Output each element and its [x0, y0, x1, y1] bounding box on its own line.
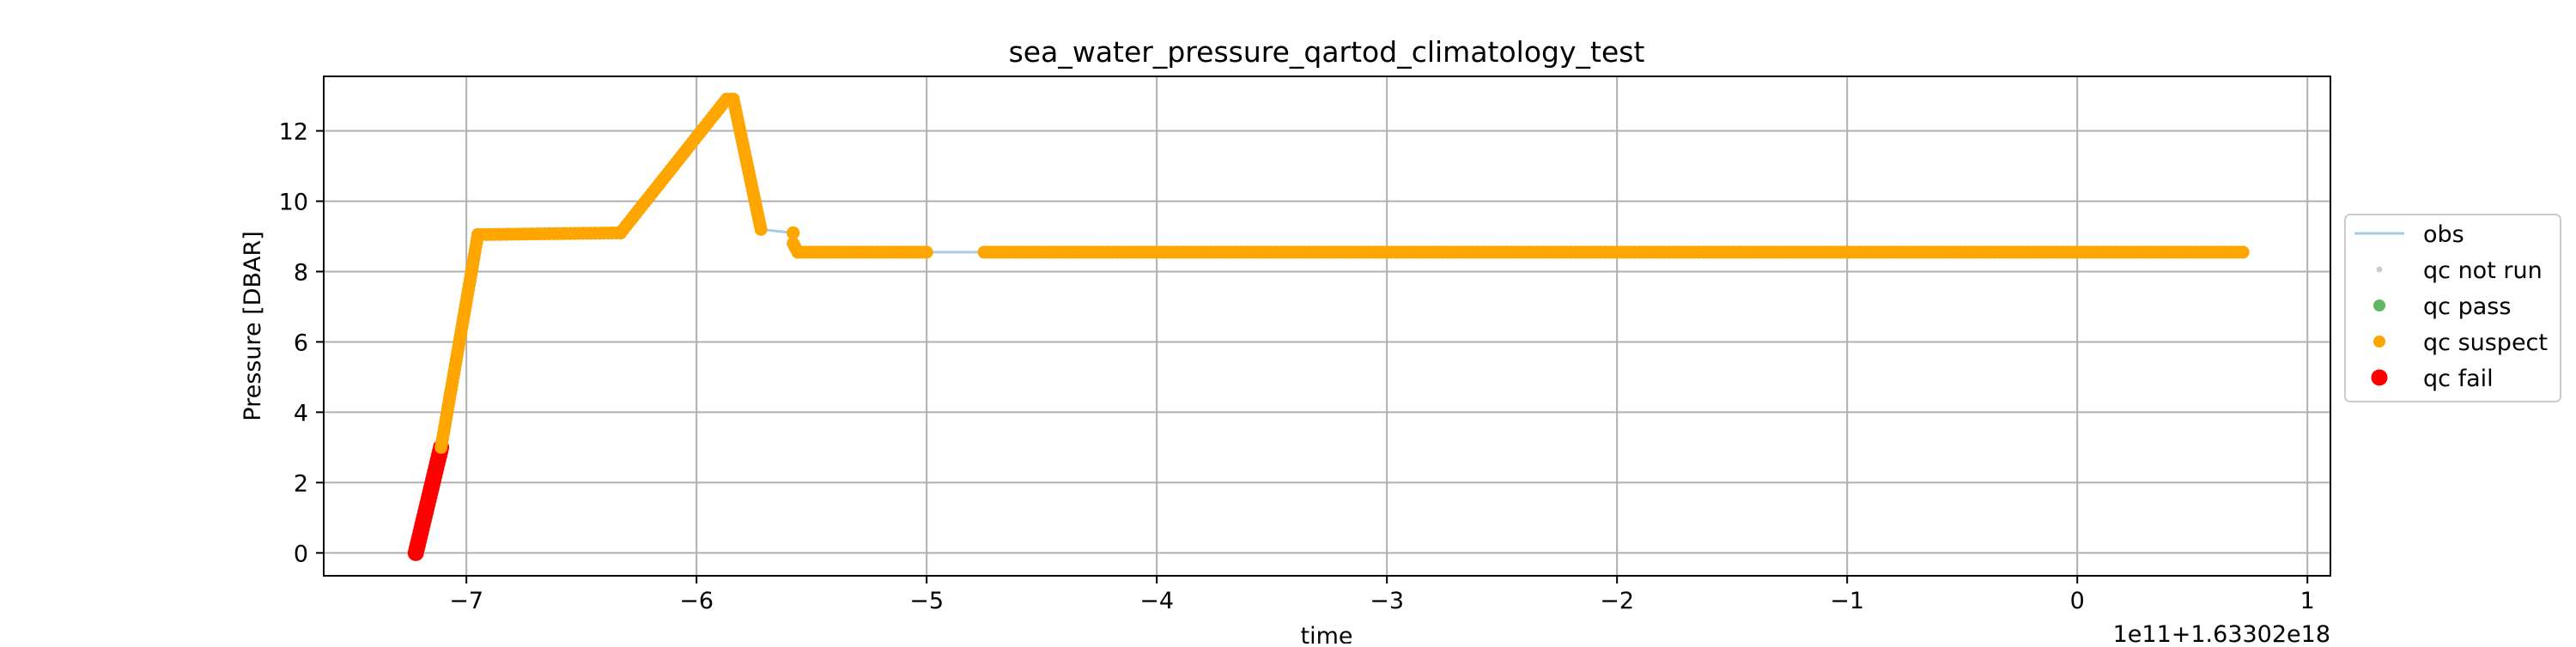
x-tick-label: −3: [1370, 588, 1404, 614]
x-tick-label: 0: [2070, 588, 2085, 614]
y-tick-label: 8: [294, 259, 308, 286]
legend-label-qc-suspect: qc suspect: [2423, 330, 2548, 356]
y-tick-label: 6: [294, 330, 308, 356]
plot-frame: [323, 76, 2331, 577]
y-tick-label: 0: [294, 541, 308, 567]
legend-marker-qc-pass: [2373, 299, 2385, 311]
y-tick-label: 12: [279, 119, 308, 146]
x-tick-label: −4: [1139, 588, 1174, 614]
series-qc-suspect-point: [920, 245, 933, 259]
x-tick-label: 1: [2300, 588, 2315, 614]
x-tick-label: −5: [909, 588, 944, 614]
grid-layer: [324, 76, 2330, 576]
chart-title: sea_water_pressure_qartod_climatology_te…: [1009, 35, 1645, 69]
y-tick-label: 2: [294, 470, 308, 497]
legend-marker-qc-fail: [2371, 369, 2388, 386]
x-tick-label: −1: [1830, 588, 1864, 614]
x-tick-label: −7: [449, 588, 483, 614]
legend-label-qc-pass: qc pass: [2423, 293, 2511, 320]
series-qc-suspect-point: [2236, 245, 2250, 259]
data-layer: [407, 93, 2250, 561]
x-axis-label: time: [1300, 623, 1352, 644]
legend-frame: [2344, 214, 2561, 402]
y-tick-label: 10: [279, 190, 308, 216]
x-axis-offset: 1e11+1.63302e18: [2113, 621, 2330, 644]
series-qc-suspect-point: [787, 226, 800, 239]
legend-label-qc-fail: qc fail: [2423, 366, 2494, 392]
legend-marker-qc-suspect: [2373, 336, 2385, 348]
legend: obs qc not run qc pass qc suspect qc fail: [2344, 214, 2561, 402]
legend-marker-qc-not-run: [2376, 266, 2383, 273]
legend-label-obs: obs: [2423, 221, 2464, 248]
x-tick-label: −6: [679, 588, 714, 614]
x-tick-label: −2: [1600, 588, 1634, 614]
legend-label-qc-not-run: qc not run: [2423, 257, 2543, 284]
series-qc-suspect-point: [754, 222, 768, 236]
y-axis-label: Pressure [DBAR]: [240, 231, 266, 420]
plot-area: [324, 76, 2330, 576]
y-tick-label: 4: [294, 400, 308, 426]
